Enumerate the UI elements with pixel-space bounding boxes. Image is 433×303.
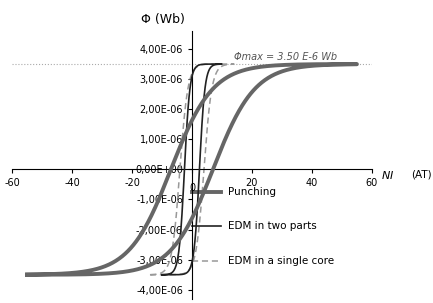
Text: $NI$: $NI$ — [381, 169, 394, 181]
Text: Punching: Punching — [228, 187, 276, 197]
Text: (AT): (AT) — [411, 170, 431, 180]
Text: 0: 0 — [189, 183, 195, 193]
Text: Φmax = 3.50 E-6 Wb: Φmax = 3.50 E-6 Wb — [234, 52, 337, 62]
Text: EDM in a single core: EDM in a single core — [228, 256, 334, 266]
Text: EDM in two parts: EDM in two parts — [228, 221, 317, 231]
Text: Φ (Wb): Φ (Wb) — [141, 12, 185, 25]
